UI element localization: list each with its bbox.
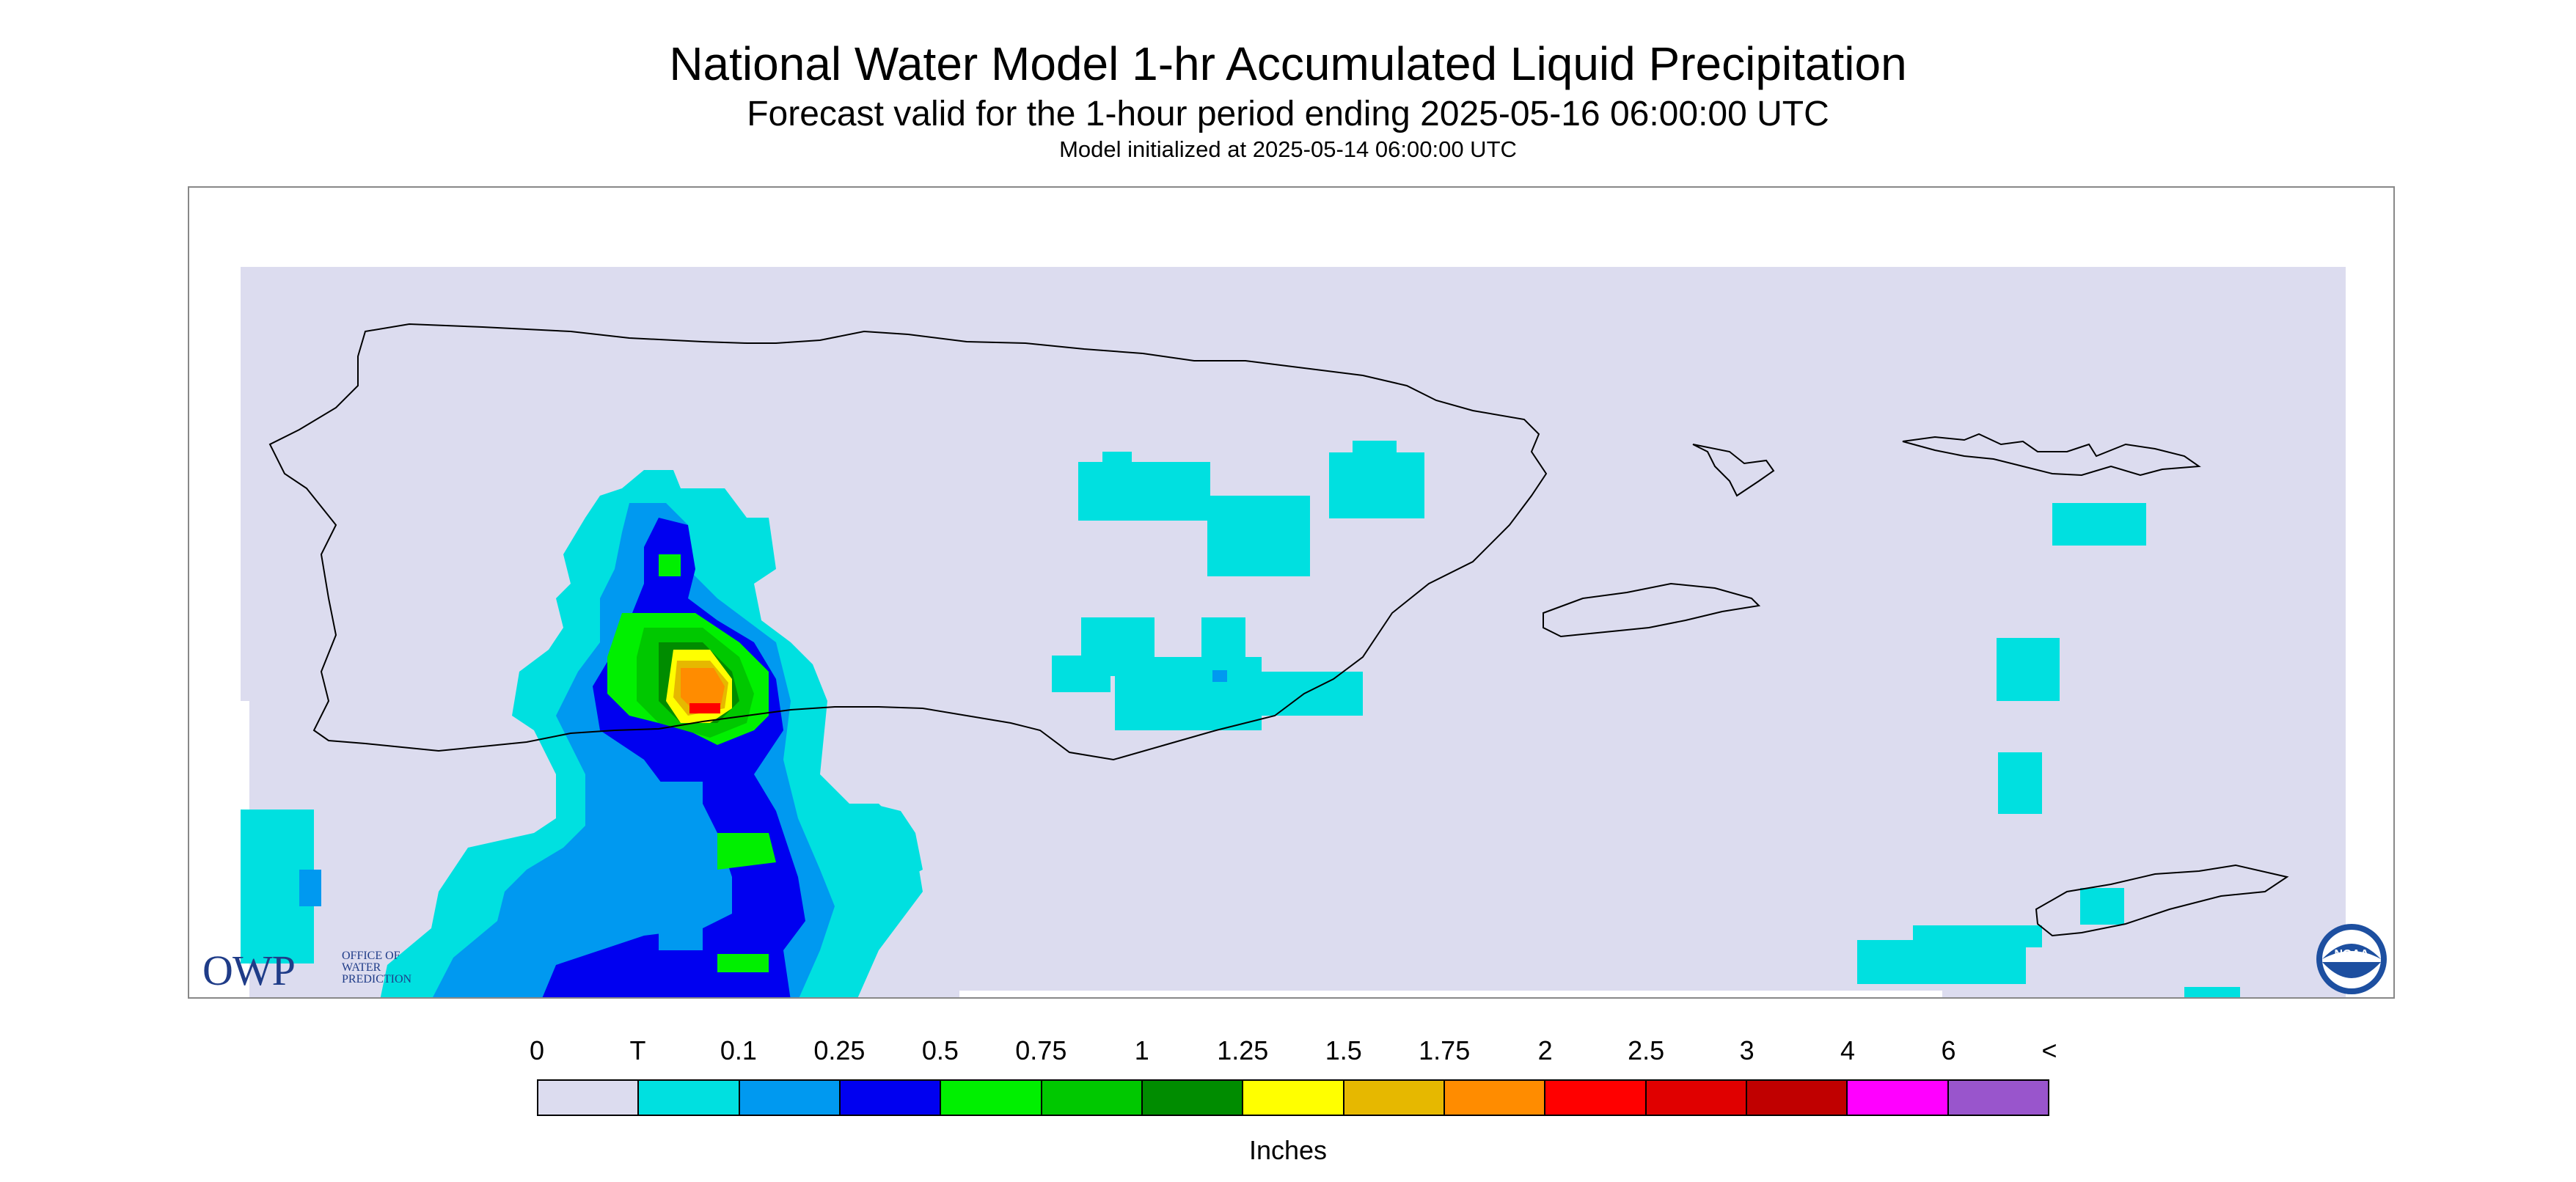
legend-units-label: Inches xyxy=(1248,1135,1328,1165)
legend-swatch xyxy=(1344,1081,1445,1115)
legend-swatch xyxy=(1545,1081,1647,1115)
legend-tick-label: 2 xyxy=(1537,1035,1553,1065)
map-subtitle: Forecast valid for the 1-hour period end… xyxy=(747,95,1829,133)
coastline-st-croix xyxy=(2035,864,2289,937)
trace-area-east-spur xyxy=(835,804,923,921)
legend-tick-label: 1 xyxy=(1134,1035,1149,1065)
precip-cluster-central xyxy=(1052,441,1424,730)
legend-tick-label: 1.25 xyxy=(1217,1035,1269,1065)
red-core-west xyxy=(689,703,720,713)
light-small-sw xyxy=(299,870,321,906)
owp-logo-line-2: WATER xyxy=(342,961,381,974)
trace-patch xyxy=(2052,503,2146,546)
coastline-st-thomas xyxy=(1902,433,2201,477)
legend-swatch xyxy=(1042,1081,1143,1115)
legend-tick-label: 3 xyxy=(1739,1035,1754,1065)
legend-tick-label: 2.5 xyxy=(1628,1035,1665,1065)
legend-swatch xyxy=(1646,1081,1747,1115)
legend-tick-label: 0.1 xyxy=(720,1035,757,1065)
trace-patch xyxy=(2080,888,2124,925)
legend-swatch xyxy=(840,1081,942,1115)
owp-logo-mark: OWP xyxy=(202,947,296,994)
orange-area-west xyxy=(681,668,725,712)
precip-cluster-east xyxy=(1857,503,2240,997)
legend-swatch xyxy=(1142,1081,1244,1115)
legend-swatch xyxy=(739,1081,841,1115)
coastlines xyxy=(268,323,2289,937)
legend-swatch xyxy=(941,1081,1042,1115)
trace-patch xyxy=(1997,638,2060,701)
map-panel: NOAA OWP OFFICE OF WATER PREDICTION xyxy=(188,186,2395,999)
coastline-puerto-rico-main xyxy=(268,323,1548,761)
legend-tick-label: 1.75 xyxy=(1419,1035,1471,1065)
legend-tick-label: 0 xyxy=(529,1035,545,1065)
legend-tick-label: 0.75 xyxy=(1015,1035,1067,1065)
owp-logo-text: OFFICE OF WATER PREDICTION xyxy=(342,950,444,985)
owp-logo-line-3: PREDICTION xyxy=(342,973,412,985)
noaa-logo-gull xyxy=(2322,944,2381,959)
owp-logo-line-1: OFFICE OF xyxy=(342,950,400,962)
legend-tick-label: 0.5 xyxy=(921,1035,959,1065)
legend-tick-label: 1.5 xyxy=(1325,1035,1362,1065)
legend-tick-label: 0.25 xyxy=(813,1035,866,1065)
noaa-logo-text: NOAA xyxy=(2334,948,2369,961)
legend-tick-label: T xyxy=(629,1035,646,1065)
legend-swatches xyxy=(537,1079,2049,1116)
trace-patch xyxy=(1329,452,1424,518)
trace-patch xyxy=(1207,496,1310,576)
legend-swatch xyxy=(1848,1081,1949,1115)
trace-patch xyxy=(1353,441,1397,455)
light-patch xyxy=(659,782,703,950)
model-init-line: Model initialized at 2025-05-14 06:00:00… xyxy=(1059,136,1517,162)
trace-patch xyxy=(1913,925,2042,947)
domain-field-gap-bottom xyxy=(959,991,1942,997)
trace-patch xyxy=(2184,987,2240,997)
precip-cluster-west xyxy=(241,470,923,997)
legend-swatch xyxy=(1948,1081,2048,1115)
trace-patch xyxy=(1052,656,1110,692)
trace-patch xyxy=(1201,617,1245,676)
legend-swatch xyxy=(1444,1081,1546,1115)
coastline-culebra xyxy=(1692,444,1775,497)
map-title: National Water Model 1-hr Accumulated Li… xyxy=(669,37,1907,90)
moderate-area-west xyxy=(542,518,805,997)
noaa-logo-icon: NOAA xyxy=(2316,924,2387,994)
noaa-logo-sea xyxy=(2322,962,2381,978)
light-speck xyxy=(1212,670,1227,682)
coastline-vieques xyxy=(1543,582,1761,638)
owp-logo-icon: OWP OFFICE OF WATER PREDICTION xyxy=(202,946,452,994)
legend-swatch xyxy=(1746,1081,1848,1115)
precipitation-map: NOAA xyxy=(241,267,2387,997)
legend-tick-label: < xyxy=(2041,1035,2057,1065)
legend-tick-label: 4 xyxy=(1840,1035,1856,1065)
trace-patch xyxy=(1102,452,1132,466)
legend-swatch xyxy=(639,1081,740,1115)
legend-swatch xyxy=(1243,1081,1344,1115)
legend-tick-label: 6 xyxy=(1941,1035,1956,1065)
trace-patch xyxy=(1998,752,2042,814)
legend-swatch xyxy=(538,1081,640,1115)
trace-patch xyxy=(1078,462,1210,521)
